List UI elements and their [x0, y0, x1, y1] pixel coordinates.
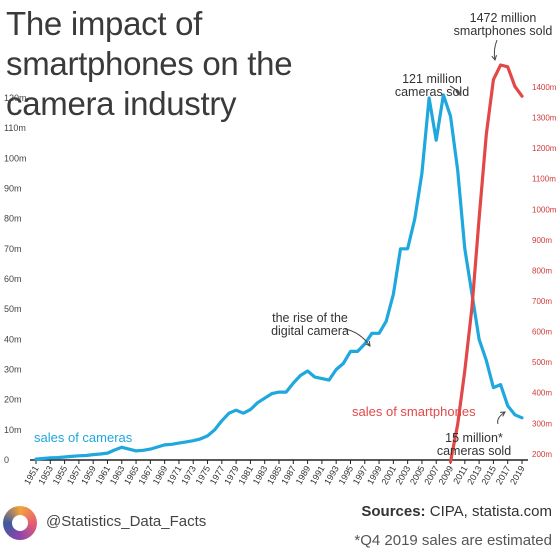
x-axis: 1951195319551957195919611963196519671969… — [22, 460, 527, 486]
annotation-arrow — [497, 411, 506, 425]
right-tick-label: 400m — [532, 389, 552, 398]
annotation-arrowhead — [365, 340, 371, 347]
x-tick-label: 2009 — [437, 464, 456, 486]
right-tick-label: 700m — [532, 297, 552, 306]
right-tick-label: 1400m — [532, 83, 557, 92]
left-tick-label: 40m — [4, 334, 22, 344]
right-tick-label: 600m — [532, 328, 552, 337]
left-tick-label: 0 — [4, 455, 9, 465]
sources-line: Sources: CIPA, statista.com — [361, 503, 552, 520]
sources-label: Sources: — [361, 503, 426, 520]
right-y-axis: 200m 300m 400m 500m 600m 700m 800m 900m 1000m 110… — [532, 83, 557, 459]
left-y-axis: 0 10m 20m 30m 40m 50m 60m 70m 80m 90m 100m 110m 120m — [4, 93, 27, 465]
social-handle: @Statistics_Data_Facts — [46, 513, 207, 530]
annotation-arrowhead — [491, 55, 497, 62]
annotation-digital-camera: the rise of the digital camera — [271, 311, 349, 338]
label-layer: sales of cameras sales of smartphones — [34, 404, 476, 445]
right-tick-label: 500m — [532, 358, 552, 367]
annotation-arrow — [344, 328, 371, 347]
left-tick-label: 80m — [4, 214, 22, 224]
right-tick-label: 300m — [532, 419, 552, 428]
left-tick-label: 10m — [4, 425, 22, 435]
left-tick-label: 100m — [4, 153, 27, 163]
sources-value: CIPA, statista.com — [429, 503, 552, 520]
right-tick-label: 1300m — [532, 114, 557, 123]
annotation-arrowhead — [455, 90, 461, 97]
right-tick-label: 1200m — [532, 144, 557, 153]
chart-title: The impact of smartphones on the camera … — [6, 5, 293, 122]
annotation-arrowhead — [499, 411, 506, 417]
cameras-series-label: sales of cameras — [34, 430, 133, 445]
smartphones-line — [448, 63, 524, 464]
left-tick-label: 90m — [4, 184, 22, 194]
left-tick-label: 60m — [4, 274, 22, 284]
annotation-peak-cameras: 121 million cameras sold — [395, 72, 469, 99]
annotation-arrow — [493, 39, 498, 61]
left-tick-label: 120m — [4, 93, 27, 103]
line-chart: 0 10m 20m 30m 40m 50m 60m 70m 80m 90m 100m 110m 120m… — [4, 11, 557, 486]
left-tick-label: 50m — [4, 304, 22, 314]
right-tick-label: 900m — [532, 236, 552, 245]
annotation-peak-smartphones: 1472 million smartphones sold — [454, 11, 553, 38]
left-tick-label: 110m — [4, 123, 26, 133]
left-tick-label: 20m — [4, 395, 22, 405]
brand-logo — [3, 506, 37, 540]
right-tick-label: 800m — [532, 266, 552, 275]
annotation-low-cameras: 15 million* cameras sold — [437, 431, 511, 458]
annotation-layer: 121 million cameras sold 1472 million smart… — [271, 11, 552, 458]
smartphones-series-label: sales of smartphones — [352, 404, 476, 419]
right-tick-label: 1000m — [532, 205, 557, 214]
left-tick-label: 30m — [4, 365, 22, 375]
series-layer — [34, 63, 524, 464]
left-tick-label: 70m — [4, 244, 22, 254]
right-tick-label: 200m — [532, 450, 552, 459]
x-tick-label: 2019 — [508, 464, 527, 486]
footnote: *Q4 2019 sales are estimated — [354, 532, 552, 549]
right-tick-label: 1100m — [532, 175, 556, 184]
cameras-line — [34, 93, 524, 461]
